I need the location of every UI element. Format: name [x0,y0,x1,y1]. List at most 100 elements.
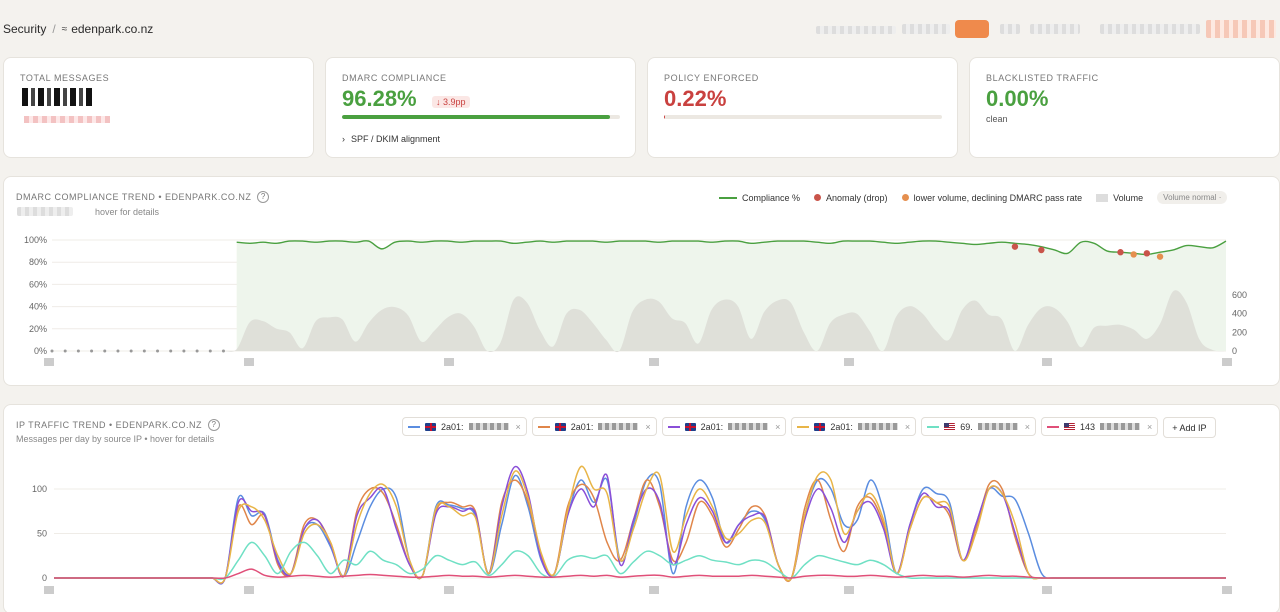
kpi-value: 0.22% [664,86,727,111]
legend-anomaly: Anomaly (drop) [814,193,888,203]
y-tick-label: 0 [42,573,47,583]
uk-flag-icon [684,422,696,431]
ip-traffic-chart[interactable]: 0 50 100 [4,405,1280,612]
chart-legend: Compliance % Anomaly (drop) lower volume… [719,191,1228,204]
progress-fill [342,115,610,119]
compliance-trend-panel: DMARC COMPLIANCE TREND • EDENPARK.CO.NZ … [3,176,1280,386]
zero-point [169,349,173,353]
help-icon[interactable]: ? [257,191,270,203]
series-swatch [927,425,940,428]
zero-point [156,349,160,353]
close-icon[interactable]: × [775,421,781,432]
ip-label: 143 [1079,421,1095,432]
kpi-label: POLICY ENFORCED [664,73,759,83]
spf-dkim-link[interactable]: › SPF / DKIM alignment [342,134,440,144]
redacted-ip [977,423,1018,430]
y-tick-label: 20% [29,324,47,334]
zero-point [116,349,120,353]
y-tick-label: 50 [37,529,47,539]
y2-tick-label: 0 [1232,346,1237,356]
redacted-text [17,207,73,216]
redacted-x-label [1042,358,1052,366]
y-tick-label: 100% [24,235,47,245]
ip-series-line [54,473,1226,585]
breadcrumb-separator: / [52,22,56,36]
line-swatch [719,196,737,199]
dot-swatch [901,194,909,201]
us-flag-icon [1063,422,1075,431]
policy-progress-bar [664,115,942,119]
avatar[interactable] [955,20,989,38]
panel-title: DMARC COMPLIANCE TREND • EDENPARK.CO.NZ … [16,191,270,203]
box-swatch [1096,193,1109,202]
compliance-line [236,240,1227,256]
series-swatch [537,425,550,428]
panel-subtitle: Messages per day by source IP • hover fo… [16,434,215,444]
ip-chip-row: 2a01: × 2a01: × 2a01: × 2a01: × 69. × 143 × + Add IP [402,417,1216,438]
ip-chip[interactable]: 2a01: × [661,417,787,436]
zero-point [221,349,225,353]
legend-label: Anomaly (drop) [826,192,888,203]
uk-flag-icon [814,422,826,431]
add-ip-button[interactable]: + Add IP [1163,417,1216,438]
close-icon[interactable]: × [515,421,521,432]
us-flag-icon [944,422,956,431]
volume-normal-pill: Volume normal · [1157,191,1228,204]
close-icon[interactable]: × [1024,421,1030,432]
redacted-value [22,88,94,106]
ip-chip[interactable]: 143 × [1040,417,1159,436]
redacted-ip [857,423,898,430]
breadcrumb-security-link[interactable]: Security [3,22,47,36]
kpi-label: DMARC COMPLIANCE [342,73,447,83]
ip-label: 2a01: [570,421,594,432]
redacted-x-label [1222,358,1232,366]
ip-series-line [54,541,1226,581]
legend-volume: Volume [1096,193,1143,203]
panel-title: IP TRAFFIC TREND • EDENPARK.CO.NZ ? [16,419,221,431]
lowvol-point [1130,251,1137,258]
compliance-chart[interactable]: 0% 20% 40% 60% 80% 100% 0 200 400 600 [4,177,1280,377]
anomaly-point [1038,246,1045,254]
ip-chip[interactable]: 2a01: × [791,417,917,436]
legend-label: lower volume, declining DMARC pass rate [913,192,1083,203]
kpi-blacklisted-traffic: BLACKLISTED TRAFFIC 0.00% clean [969,57,1280,158]
anomaly-point [1143,250,1151,257]
redacted-ip [468,423,509,430]
help-icon[interactable]: ? [208,419,221,431]
redacted-x-label [444,358,454,366]
redacted-text [902,24,950,34]
lowvol-point [1156,253,1164,260]
close-icon[interactable]: × [904,421,911,432]
close-icon[interactable]: × [645,421,651,432]
redacted-text [1100,24,1200,34]
panel-title-text: IP TRAFFIC TREND • EDENPARK.CO.NZ [16,420,203,430]
y-tick-label: 60% [29,279,47,289]
panel-title-text: DMARC COMPLIANCE TREND • EDENPARK.CO.NZ [16,192,252,202]
kpi-value: 96.28% [342,86,417,111]
y-tick-label: 0% [34,346,47,356]
redacted-subvalue [24,116,110,123]
redacted-x-label [244,358,254,366]
kpi-label: BLACKLISTED TRAFFIC [986,73,1099,83]
redacted-text [1206,20,1276,38]
ip-chip[interactable]: 69. × [921,417,1036,436]
ip-label: 2a01: [700,421,724,432]
compliance-progress-bar [342,115,620,119]
close-icon[interactable]: × [1147,421,1153,432]
redacted-x-label [1042,586,1052,594]
y2-tick-label: 400 [1232,309,1247,319]
zero-point [129,349,133,353]
ip-label: 2a01: [441,421,464,432]
redacted-x-label [44,586,54,594]
spf-dkim-label: SPF / DKIM alignment [351,134,441,144]
redacted-ip [728,423,769,430]
ip-chip[interactable]: 2a01: × [402,417,527,436]
kpi-label: TOTAL MESSAGES [20,73,110,83]
ip-label: 69. [960,421,973,432]
redacted-x-label [44,358,54,366]
legend-label: Volume [1113,192,1144,203]
ip-chip[interactable]: 2a01: × [531,417,657,436]
legend-compliance: Compliance % [719,193,800,203]
redacted-x-label [649,586,659,594]
volume-area [52,290,1226,353]
